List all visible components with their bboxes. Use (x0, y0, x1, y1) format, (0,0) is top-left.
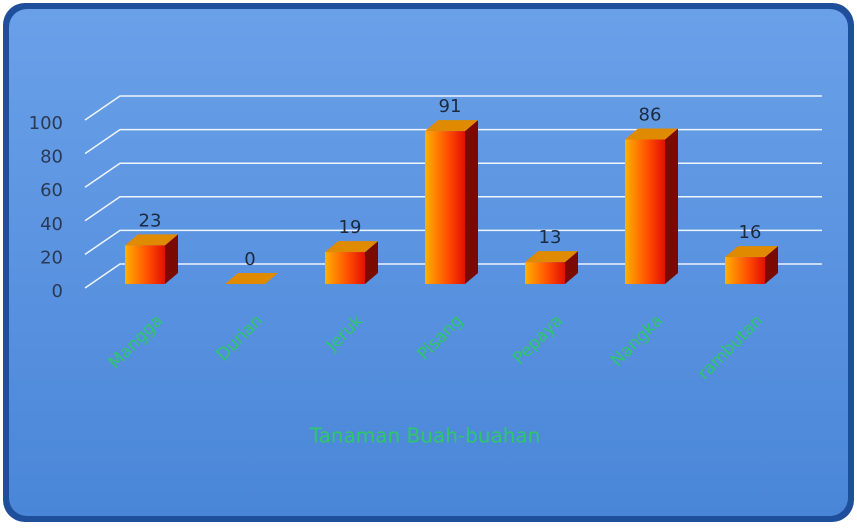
bar-top (525, 251, 578, 263)
data-label: 0 (244, 249, 255, 270)
bar (225, 273, 278, 284)
bar-top (725, 246, 778, 258)
y-tick-label: 80 (40, 147, 63, 168)
bar-front (625, 139, 665, 284)
grid-line (84, 229, 822, 256)
bar-top (625, 128, 678, 140)
data-label: 91 (439, 96, 462, 117)
grid-line (84, 263, 822, 289)
y-tick-label: 20 (40, 247, 63, 268)
y-tick-label: 100 (29, 113, 63, 134)
bar-front (125, 245, 165, 284)
data-label: 16 (739, 222, 762, 243)
bar-top (225, 273, 278, 284)
grid-line (84, 95, 822, 121)
y-tick-label: 40 (40, 214, 63, 235)
y-tick-label: 60 (40, 180, 63, 201)
grid-line (84, 162, 822, 188)
grid-line (84, 196, 822, 222)
bar-side (565, 251, 578, 284)
data-label: 13 (539, 227, 562, 248)
bar-front (325, 252, 365, 284)
bar (625, 128, 678, 284)
bar-side (665, 128, 678, 284)
bar-side (165, 234, 178, 284)
bar-side (365, 241, 378, 284)
y-tick-label: 0 (52, 281, 63, 302)
bar (525, 251, 578, 284)
bar-front (525, 262, 565, 284)
grid-line (84, 128, 822, 155)
bar (725, 246, 778, 284)
data-label: 19 (339, 217, 362, 238)
bar-top (425, 120, 478, 132)
bar-side (465, 120, 478, 285)
data-label: 86 (639, 105, 662, 126)
bar-side (765, 246, 778, 284)
bar-top (325, 241, 378, 253)
x-axis-title: Tanaman Buah-buahan (309, 424, 541, 448)
bar-front (425, 131, 465, 284)
bar-front (725, 257, 765, 284)
data-label: 23 (139, 210, 162, 231)
bar (325, 241, 378, 284)
bar (425, 120, 478, 285)
bar-top (125, 234, 178, 246)
bar (125, 234, 178, 284)
